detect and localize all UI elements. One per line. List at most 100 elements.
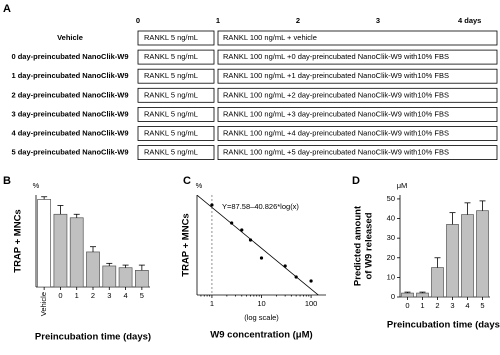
timeline-label: 4 days — [458, 16, 481, 25]
point — [309, 279, 313, 283]
y-tick-label: 10 — [387, 272, 395, 281]
phase-text: RANKL 100 ng/mL +1 day-preincubated Nano… — [223, 71, 449, 80]
bar — [53, 213, 68, 288]
y-tick-label: 0 — [391, 292, 395, 301]
bar — [86, 251, 100, 288]
point — [248, 238, 253, 242]
x-tick-label: 4 — [465, 301, 469, 310]
y-tick-label: 20 — [387, 253, 395, 262]
phase-box — [217, 107, 498, 122]
timeline-label: 3 — [376, 16, 380, 25]
y-unit: % — [196, 181, 203, 190]
x-tick-label: 4 — [123, 291, 127, 300]
phase-box — [217, 145, 498, 161]
phase-box — [217, 126, 498, 141]
x-tick-label: 3 — [107, 291, 111, 300]
point — [230, 221, 234, 225]
bar — [102, 265, 117, 288]
x-tick-label: 1 — [210, 299, 214, 308]
x-axis-title: Preincubation time (days) — [35, 332, 151, 343]
phase-box — [137, 87, 215, 103]
phase-box — [137, 107, 215, 122]
row-label: 5 day-preincubated NanoClik-W9 — [11, 148, 128, 157]
bar — [134, 270, 149, 288]
phase-text: RANKL 5 ng/mL — [144, 148, 198, 157]
phase-box — [217, 68, 498, 84]
phase-text: RANKL 5 ng/mL — [144, 128, 198, 137]
x-tick-label: 0 — [405, 301, 409, 310]
x-tick-label: 1 — [75, 291, 79, 300]
timeline-label: 2 — [296, 16, 300, 25]
x-tick-label: 2 — [435, 301, 439, 310]
phase-text: RANKL 100 ng/mL +4 day-preincubated Nano… — [223, 128, 449, 137]
point — [294, 275, 298, 279]
panel-label: C — [183, 175, 191, 187]
y-unit: % — [33, 181, 40, 190]
phase-box — [217, 49, 498, 65]
row-label: 4 day-preincubated NanoClik-W9 — [11, 128, 128, 137]
fit-line — [197, 195, 319, 295]
phase-box — [137, 49, 215, 65]
phase-text: RANKL 100 ng/mL +5 day-preincubated Nano… — [223, 148, 449, 157]
x-tick-label: 100 — [305, 299, 318, 308]
phase-text: RANKL 100 ng/mL +3 day-preincubated Nano… — [223, 109, 449, 118]
phase-box — [217, 30, 498, 46]
bar — [431, 267, 444, 298]
x-tick-label: 2 — [91, 291, 95, 300]
phase-text: RANKL 5 ng/mL — [144, 33, 198, 42]
y-tick-label: 30 — [387, 233, 395, 242]
bar — [401, 292, 414, 298]
y-axis-title: Predicted amount — [353, 205, 364, 286]
x-tick-label: Vehicle — [39, 292, 48, 316]
x-tick-label: 3 — [450, 301, 454, 310]
x-note: (log scale) — [244, 313, 279, 322]
phase-text: RANKL 5 ng/mL — [144, 71, 198, 80]
timeline-label: 0 — [136, 16, 140, 25]
phase-box — [217, 87, 498, 103]
point — [259, 256, 264, 260]
phase-text: RANKL 5 ng/mL — [144, 109, 198, 118]
x-tick-label: 1 — [420, 301, 424, 310]
y-unit: μM — [397, 181, 408, 190]
x-axis-title: W9 concentration (μM) — [210, 330, 312, 341]
point — [240, 228, 244, 232]
bar — [446, 224, 459, 298]
bar — [118, 267, 133, 288]
timeline-label: 1 — [216, 16, 220, 25]
y-axis-title: TRAP + MNCs — [13, 209, 24, 272]
phase-text: RANKL 5 ng/mL — [144, 90, 198, 99]
phase-box — [137, 126, 215, 141]
y-tick-label: 40 — [387, 214, 395, 223]
phase-box — [137, 68, 215, 84]
y-axis-title: of W9 released — [364, 212, 375, 279]
panel-label: B — [3, 175, 11, 187]
bar — [476, 210, 489, 298]
row-label: 2 day-preincubated NanoClik-W9 — [11, 90, 128, 99]
bar — [461, 214, 474, 298]
point — [283, 264, 287, 268]
bar — [37, 199, 52, 288]
point — [210, 203, 214, 207]
panel-label: D — [352, 175, 360, 187]
y-tick-label: 50 — [387, 194, 395, 203]
phase-box — [137, 145, 215, 161]
row-label: 3 day-preincubated NanoClik-W9 — [11, 109, 128, 118]
phase-text: RANKL 100 ng/mL +2 day-preincubated Nano… — [223, 90, 449, 99]
bar — [416, 292, 429, 298]
x-tick-label: 10 — [257, 299, 265, 308]
phase-box — [137, 30, 215, 46]
panel-label: A — [3, 3, 11, 15]
annotation: Y=87.58–40.826*log(x) — [222, 202, 299, 211]
row-label: 1 day-preincubated NanoClik-W9 — [11, 71, 128, 80]
phase-text: RANKL 5 ng/mL — [144, 52, 198, 61]
row-label: Vehicle — [57, 33, 83, 42]
x-tick-label: 5 — [140, 291, 144, 300]
phase-text: RANKL 100 ng/mL + vehicle — [223, 33, 317, 42]
x-tick-label: 5 — [480, 301, 484, 310]
x-axis-title: Preincubation time (days) — [387, 320, 500, 331]
row-label: 0 day-preincubated NanoClik-W9 — [11, 52, 128, 61]
bar — [69, 217, 84, 288]
x-tick-label: 0 — [58, 291, 62, 300]
